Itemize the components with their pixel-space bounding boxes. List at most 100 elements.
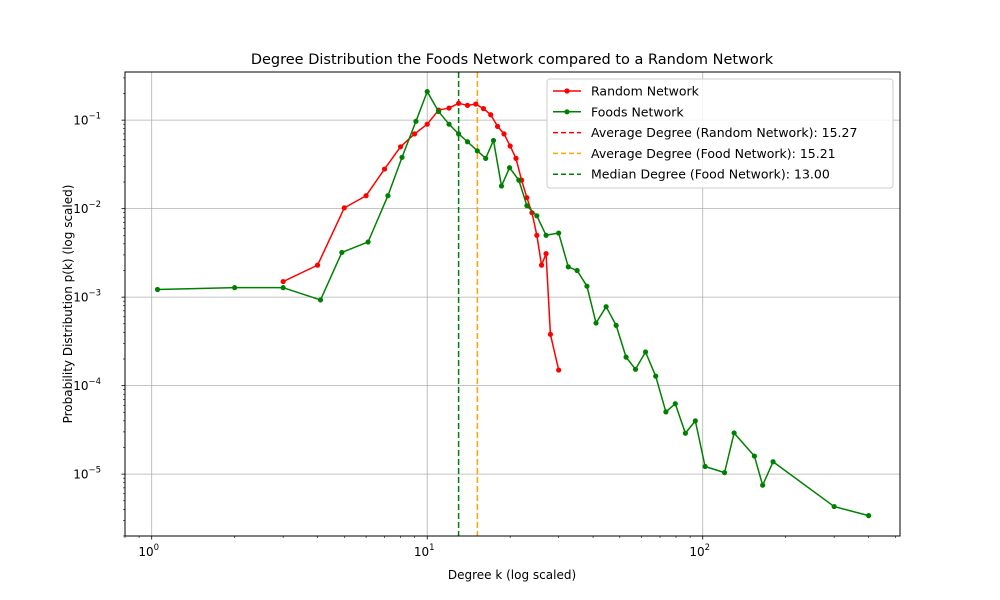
- random-network-point: [381, 166, 388, 172]
- y-tick-exponent: −5: [88, 466, 101, 476]
- y-axis-label: Probability Distribution p(k) (log scale…: [61, 185, 75, 424]
- foods-network-point: [574, 267, 580, 274]
- foods-network-point: [731, 430, 737, 436]
- legend: Random Network Foods Network Average Degre…: [546, 78, 894, 189]
- random-network-point: [507, 143, 513, 149]
- foods-network-point: [642, 349, 649, 355]
- foods-network-point: [474, 148, 480, 154]
- foods-network-point: [436, 108, 442, 115]
- random-network-point: [473, 101, 479, 107]
- foods-network-point: [424, 89, 430, 95]
- legend-label: Average Degree (Random Network): 15.27: [591, 125, 857, 140]
- foods-network-point: [280, 285, 286, 291]
- legend-entry-median-degree-food-network-13-00: Median Degree (Food Network): 13.00: [553, 167, 830, 182]
- foods-network-line: [157, 90, 869, 517]
- random-network-point: [464, 102, 471, 108]
- random-network-point: [397, 144, 404, 150]
- random-network-point: [556, 367, 562, 373]
- foods-network-point: [483, 155, 489, 161]
- foods-network-point: [702, 463, 708, 470]
- foods-network-point: [760, 482, 766, 488]
- legend-label: Average Degree (Food Network): 15.21: [591, 146, 836, 161]
- foods-network-point: [534, 213, 540, 219]
- foods-network-series: [154, 89, 872, 519]
- random-network-point: [280, 278, 286, 285]
- legend-box: [546, 78, 894, 189]
- foods-network-point: [339, 249, 345, 256]
- data-series: [154, 89, 872, 519]
- random-network-point: [501, 131, 507, 137]
- y-tick-exponent: −3: [88, 289, 101, 299]
- x-tick-exponent: 1: [429, 543, 434, 553]
- random-network-point: [534, 232, 540, 238]
- y-tick-exponent: −1: [88, 112, 101, 122]
- foods-network-point: [663, 409, 669, 415]
- random-network-point: [341, 205, 347, 211]
- foods-network-point: [543, 232, 549, 238]
- foods-network-point: [653, 373, 659, 379]
- foods-network-point: [490, 137, 497, 144]
- random-network-point: [424, 121, 430, 127]
- foods-network-point: [399, 154, 405, 160]
- foods-network-point: [632, 366, 639, 372]
- foods-network-point: [672, 401, 678, 407]
- legend-entry-average-degree-food-network-15-21: Average Degree (Food Network): 15.21: [553, 146, 836, 161]
- x-tick-exponent: 2: [705, 543, 710, 553]
- legend-items: Random Network Foods Network Average Degre…: [553, 84, 857, 182]
- foods-network-point: [692, 418, 698, 424]
- foods-network-point: [682, 430, 688, 436]
- foods-network-point: [154, 286, 161, 293]
- legend-marker-swatch: [564, 109, 570, 115]
- foods-network-point: [770, 459, 776, 465]
- foods-network-point: [751, 453, 758, 459]
- random-network-point: [412, 131, 418, 137]
- random-network-point: [543, 251, 549, 257]
- foods-network-point: [498, 183, 505, 189]
- foods-network-point: [524, 203, 530, 209]
- legend-entry-random-network: Random Network: [553, 84, 700, 99]
- random-network-point: [547, 331, 554, 337]
- random-network-point: [513, 155, 519, 161]
- legend-marker-swatch: [564, 88, 570, 94]
- random-network-point: [480, 106, 487, 112]
- foods-network-point: [623, 354, 629, 360]
- random-network-point: [363, 193, 369, 199]
- foods-network-point: [556, 230, 562, 236]
- foods-network-point: [365, 239, 371, 245]
- foods-network-point: [506, 165, 513, 171]
- foods-network-point: [413, 118, 419, 124]
- random-network-point: [446, 105, 452, 111]
- random-network-point: [456, 100, 462, 106]
- foods-network-point: [593, 320, 599, 326]
- foods-network-point: [584, 283, 590, 289]
- legend-entry-average-degree-random-network-15-27: Average Degree (Random Network): 15.27: [553, 125, 857, 140]
- chart-title: Degree Distribution the Foods Network co…: [251, 52, 774, 68]
- legend-label: Foods Network: [591, 104, 684, 119]
- random-network-series: [280, 100, 562, 373]
- plot-area-frame: [124, 71, 901, 537]
- foods-network-point: [565, 264, 571, 270]
- legend-label: Median Degree (Food Network): 13.00: [591, 167, 830, 182]
- foods-network-point: [721, 470, 728, 476]
- foods-network-point: [613, 322, 619, 328]
- foods-network-point: [603, 304, 609, 310]
- foods-network-point: [385, 193, 391, 199]
- random-network-point: [524, 195, 530, 201]
- legend-label: Random Network: [591, 84, 700, 99]
- foods-network-point: [516, 177, 522, 183]
- foods-network-point: [866, 513, 872, 519]
- legend-entry-foods-network: Foods Network: [553, 104, 684, 119]
- y-tick-exponent: −4: [88, 377, 101, 387]
- foods-network-point: [232, 285, 238, 291]
- x-axis-label: Degree k (log scaled): [448, 568, 576, 582]
- x-tick-exponent: 0: [154, 543, 159, 553]
- random-network-point: [538, 262, 545, 268]
- foods-network-point: [464, 139, 471, 145]
- random-network-point: [494, 123, 501, 129]
- foods-network-point: [446, 121, 452, 127]
- foods-network-point: [456, 131, 462, 137]
- foods-network-point: [317, 297, 324, 303]
- foods-network-point: [831, 503, 837, 510]
- random-network-point: [488, 112, 494, 118]
